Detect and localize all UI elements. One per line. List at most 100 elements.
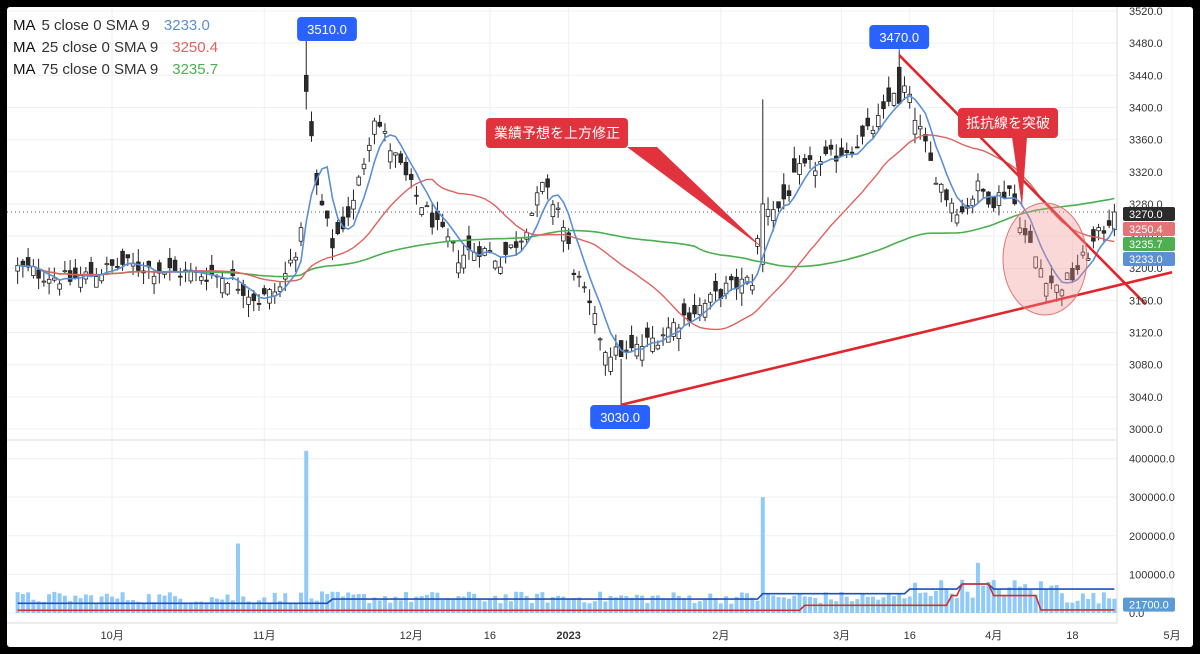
volume-bar — [682, 598, 687, 613]
volume-bar — [409, 601, 414, 613]
candle-body — [492, 260, 498, 269]
price-tag-label: 3233.0 — [1129, 254, 1163, 266]
candle-body — [938, 183, 944, 193]
candle-body — [298, 227, 304, 242]
candle-body — [1085, 258, 1091, 261]
volume-bar — [472, 593, 477, 613]
legend-ma25-value: 3250.4 — [172, 39, 219, 56]
candle-body — [823, 146, 828, 155]
candle-body — [928, 152, 933, 161]
candle-body — [765, 208, 771, 217]
volume-bar — [850, 601, 854, 613]
candle-body — [498, 266, 503, 274]
candle-body — [954, 214, 960, 224]
candle-body — [1001, 191, 1007, 199]
candle-body — [477, 246, 482, 257]
volume-bar — [335, 591, 340, 613]
candle-body — [94, 276, 99, 288]
time-tick-label: 10月 — [100, 630, 123, 642]
volume-bar — [173, 596, 178, 613]
candle-body — [629, 334, 634, 349]
candle-body — [67, 270, 73, 282]
legend-ma5-label: MA — [13, 17, 36, 34]
volume-bar — [718, 603, 723, 613]
volume-bar — [445, 598, 450, 613]
candle-body — [419, 207, 424, 215]
volume-bar — [1091, 593, 1096, 613]
legend-ma25[interactable]: MA 25 close 0 SMA 9 3250.4 — [13, 37, 218, 59]
volume-bar — [451, 599, 456, 613]
volume-bar — [319, 591, 324, 613]
volume-bar — [708, 593, 713, 613]
earnings-callout-bg — [486, 118, 628, 148]
earnings-callout: 業績予想を上方修正 — [486, 118, 628, 148]
volume-bar — [293, 603, 298, 613]
volume-bar — [645, 602, 650, 613]
volume-bar — [477, 598, 482, 613]
candle-body — [902, 85, 907, 93]
time-tick-label: 12月 — [400, 630, 423, 642]
candle-body — [944, 189, 949, 201]
candle-body — [597, 338, 603, 341]
high1-label-text: 3510.0 — [307, 22, 347, 37]
stock-chart[interactable]: 3510.0 3470.0 3030.0 業績予想を上方修正 抵抗線を突破 3000.0… — [7, 7, 1193, 647]
candle-body — [330, 238, 335, 249]
volume-bar — [876, 599, 881, 613]
volume-bar — [514, 591, 519, 613]
candle-body — [1064, 272, 1070, 280]
volume-bar — [1038, 581, 1043, 613]
high2-label-bg — [869, 25, 930, 49]
volume-bar — [1002, 595, 1007, 613]
volume-bar — [613, 597, 618, 613]
candle-body — [582, 286, 587, 289]
price-tag: 3235.7 — [1123, 237, 1175, 251]
volume-bar — [582, 602, 587, 613]
volume-bar — [419, 596, 424, 613]
candle-body — [62, 270, 68, 273]
volume-bar — [839, 592, 844, 613]
legend: MA 5 close 0 SMA 9 3233.0 MA 25 close 0 SMA… — [13, 15, 218, 81]
volume-bar — [183, 603, 188, 613]
volume-bar — [697, 601, 702, 613]
candle-body — [996, 192, 1002, 206]
volume-tick-label: 100000.0 — [1129, 569, 1175, 581]
candle-body — [592, 313, 598, 325]
volume-bar — [960, 579, 965, 613]
volume-bar — [918, 593, 923, 613]
volume-bar — [970, 597, 975, 613]
candle-body — [576, 275, 582, 278]
volume-bar — [99, 596, 104, 613]
candle-body — [345, 206, 351, 218]
volume-bar — [482, 601, 487, 613]
candle-body — [1112, 211, 1117, 231]
volume-bar — [545, 602, 550, 613]
candle-body — [697, 305, 703, 316]
volume-bar — [241, 596, 246, 613]
legend-ma75[interactable]: MA 75 close 0 SMA 9 3235.7 — [13, 59, 218, 81]
volume-bar — [587, 603, 592, 613]
candle-body — [335, 222, 340, 235]
volume-bar — [68, 600, 73, 613]
volume-bar — [487, 598, 492, 613]
volume-bar — [94, 603, 99, 613]
candle-body — [645, 327, 650, 338]
volume-bar — [267, 602, 272, 613]
candle-body — [167, 257, 173, 269]
volume-bar — [540, 592, 545, 613]
legend-ma5[interactable]: MA 5 close 0 SMA 9 3233.0 — [13, 15, 218, 37]
volume-bar — [178, 598, 183, 613]
candle-body — [403, 161, 409, 176]
volume-bar — [78, 598, 83, 613]
candle-body — [52, 277, 57, 281]
candle-body — [713, 280, 718, 292]
candle-body — [41, 280, 47, 283]
candle-body — [949, 202, 954, 214]
volume-bar — [346, 592, 351, 613]
candle-body — [729, 276, 734, 281]
candle-body — [1054, 284, 1059, 293]
candle-body — [975, 180, 981, 192]
volume-bar — [278, 600, 282, 613]
volume-bar — [1075, 600, 1080, 613]
volume-bar — [246, 601, 251, 613]
volume-bar — [209, 597, 214, 613]
